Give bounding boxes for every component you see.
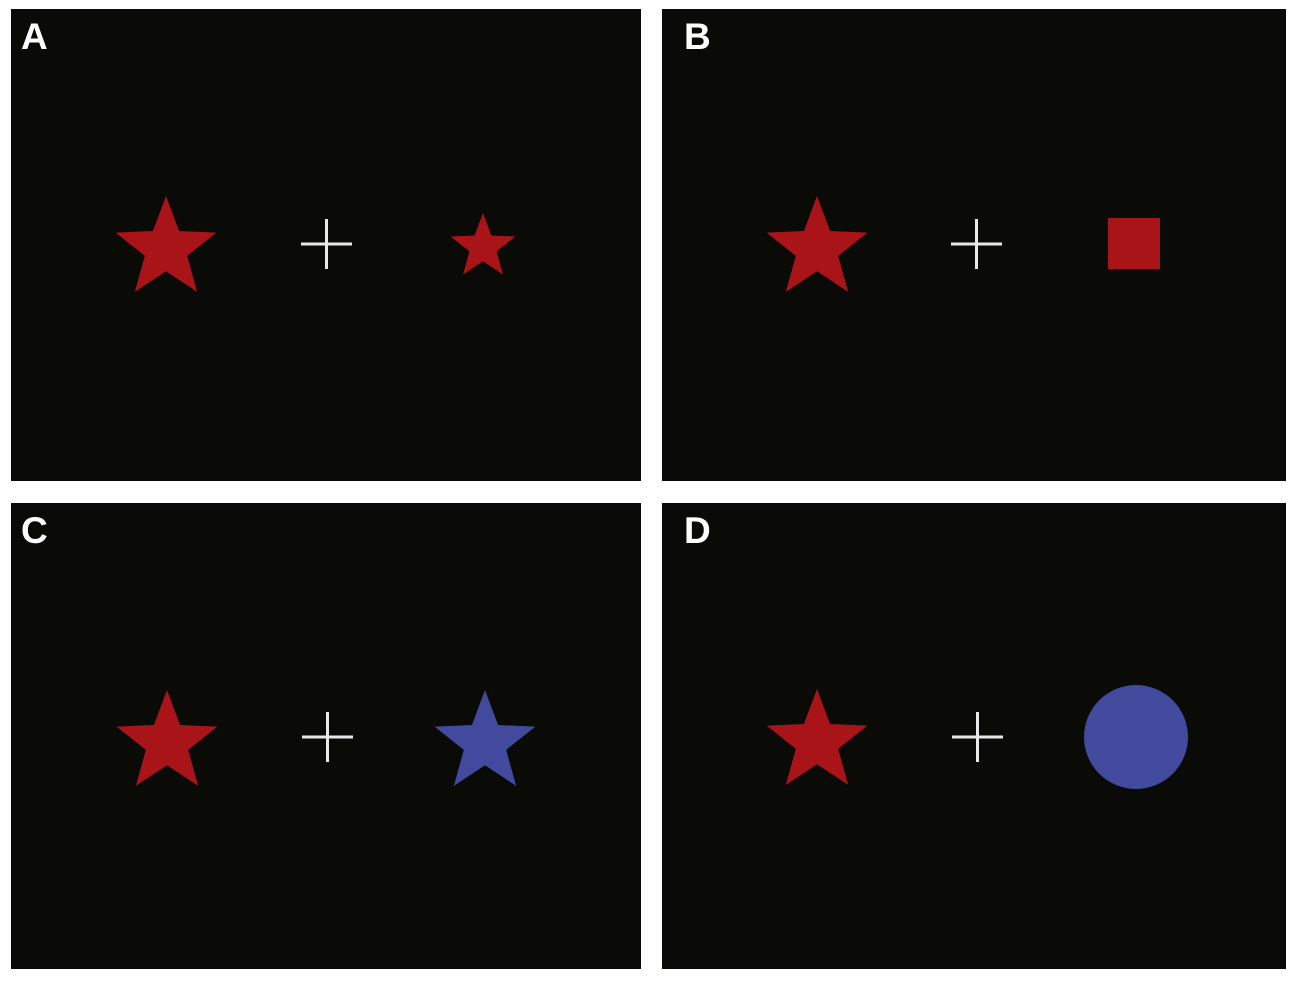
left-red-star — [116, 690, 218, 786]
panel-label: C — [21, 510, 48, 551]
panel-b-stimuli — [766, 196, 1160, 292]
left-red-star — [766, 196, 868, 292]
left-red-star — [115, 196, 217, 292]
panel-d-stimuli — [766, 685, 1188, 789]
right-blue-circle — [1084, 685, 1188, 789]
panel-label: B — [684, 16, 711, 57]
panel-a: A — [11, 9, 641, 481]
right-blue-star — [434, 690, 536, 786]
panel-label: A — [21, 16, 48, 57]
panel-a-stimuli — [115, 196, 516, 292]
panel-label: D — [684, 510, 711, 551]
panel-c: C — [11, 503, 641, 969]
fixation-cross — [952, 712, 1003, 762]
panel-d: D — [662, 503, 1286, 969]
right-small-red-star — [450, 213, 516, 275]
panel-b: B — [662, 9, 1286, 481]
panel-c-stimuli — [116, 690, 536, 786]
fixation-cross — [302, 712, 353, 762]
fixation-cross — [951, 219, 1002, 269]
fixation-cross — [301, 219, 352, 269]
right-red-square — [1108, 218, 1160, 269]
left-red-star — [766, 689, 868, 785]
